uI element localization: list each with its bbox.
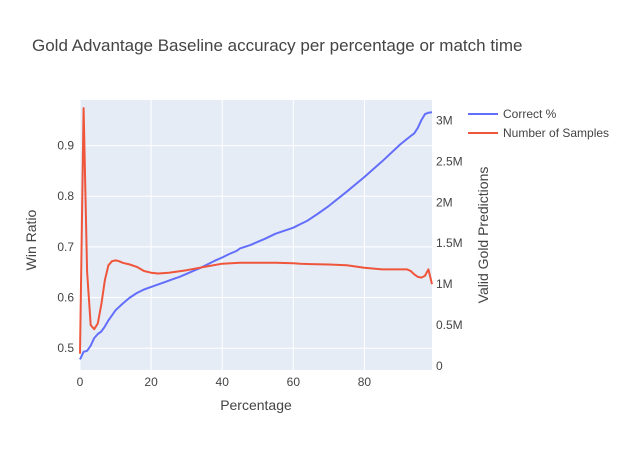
y-tick-label: 0.8 bbox=[57, 189, 74, 203]
y-tick-label: 0.9 bbox=[57, 139, 74, 153]
plot-area bbox=[80, 100, 432, 370]
legend-label-correct[interactable]: Correct % bbox=[503, 107, 557, 121]
y2-tick-label: 0 bbox=[436, 359, 443, 373]
y-axis-title: Win Ratio bbox=[23, 209, 39, 270]
x-tick-label: 0 bbox=[77, 375, 84, 389]
x-tick-label: 60 bbox=[287, 375, 301, 389]
y2-tick-label: 3M bbox=[436, 113, 453, 127]
series-line-correct bbox=[79, 111, 433, 360]
y2-tick-label: 1.5M bbox=[436, 236, 463, 250]
y-tick-label: 0.5 bbox=[57, 341, 74, 355]
chart-title: Gold Advantage Baseline accuracy per per… bbox=[32, 36, 522, 55]
y-tick-label: 0.6 bbox=[57, 291, 74, 305]
y2-tick-label: 2.5M bbox=[436, 154, 463, 168]
x-tick-label: 20 bbox=[144, 375, 158, 389]
y2-tick-label: 1M bbox=[436, 277, 453, 291]
grid-lines bbox=[79, 100, 432, 370]
y2-tick-label: 0.5M bbox=[436, 318, 463, 332]
y2-tick-label: 2M bbox=[436, 195, 453, 209]
x-tick-label: 80 bbox=[358, 375, 372, 389]
legend[interactable]: Correct % Number of Samples bbox=[468, 107, 609, 140]
y2-axis-title: Valid Gold Predictions bbox=[475, 167, 491, 304]
x-axis-title: Percentage bbox=[220, 397, 292, 413]
axis-ticks: 0 20 40 60 80 0.5 0.6 0.7 0.8 0.9 0 0.5M 1M 1.5M 2M 2.5… bbox=[57, 113, 462, 389]
series-layer bbox=[79, 107, 433, 360]
legend-label-samples[interactable]: Number of Samples bbox=[503, 126, 609, 140]
series-line-samples bbox=[79, 107, 433, 354]
x-tick-label: 40 bbox=[216, 375, 230, 389]
y-tick-label: 0.7 bbox=[57, 240, 74, 254]
